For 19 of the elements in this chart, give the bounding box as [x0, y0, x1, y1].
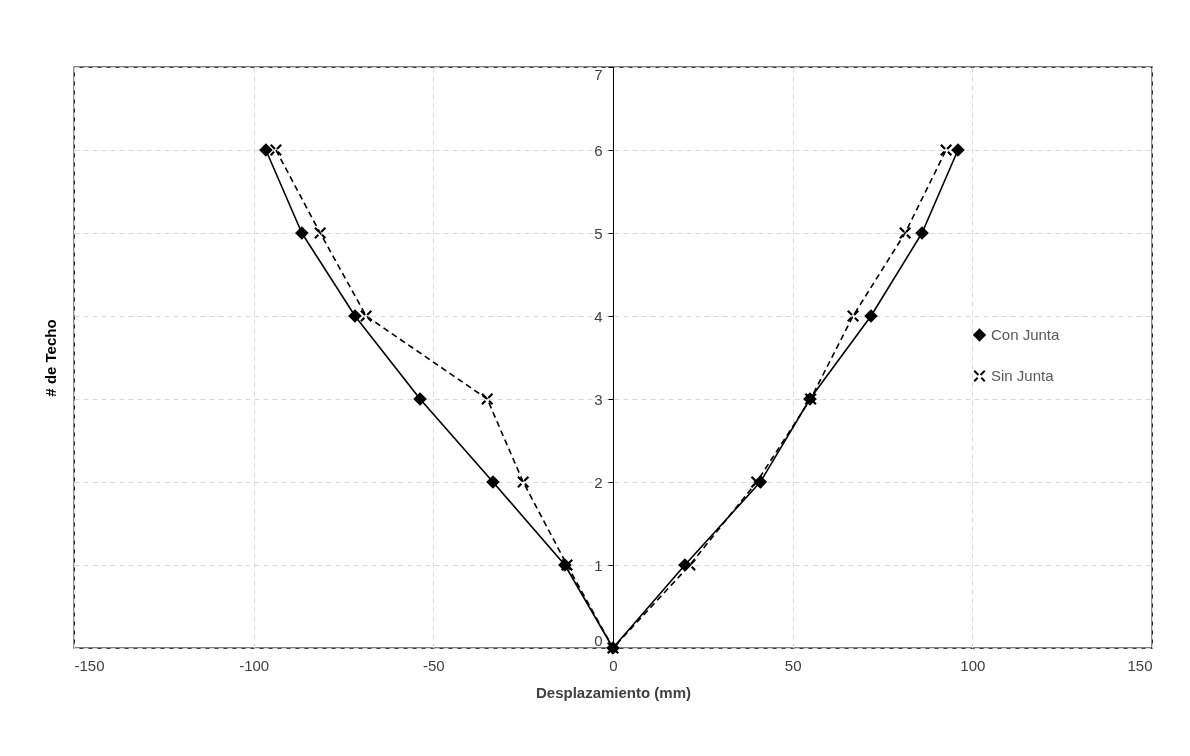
x-tick-label: 0 — [609, 656, 618, 674]
x-tick-label: 100 — [960, 656, 986, 674]
legend-label: Con Junta — [991, 326, 1061, 343]
y-tick-label: 5 — [594, 224, 603, 242]
y-tick-label: 7 — [594, 65, 603, 83]
y-axis-title: # de Techo — [41, 319, 59, 397]
x-tick-label: -150 — [74, 656, 105, 674]
x-tick-label: 50 — [784, 656, 802, 674]
x-tick-label: 150 — [1127, 656, 1153, 674]
y-tick-label: 3 — [594, 390, 603, 408]
y-tick-label: 0 — [594, 631, 603, 649]
x-tick-label: -50 — [422, 656, 445, 674]
y-tick-label: 4 — [594, 307, 603, 325]
y-tick-label: 6 — [594, 141, 603, 159]
x-tick-label: -100 — [239, 656, 270, 674]
x-axis-title: Desplazamiento (mm) — [535, 683, 692, 701]
y-tick-label: 2 — [594, 473, 603, 491]
legend-label: Sin Junta — [991, 367, 1055, 384]
y-tick-label: 1 — [594, 556, 603, 574]
